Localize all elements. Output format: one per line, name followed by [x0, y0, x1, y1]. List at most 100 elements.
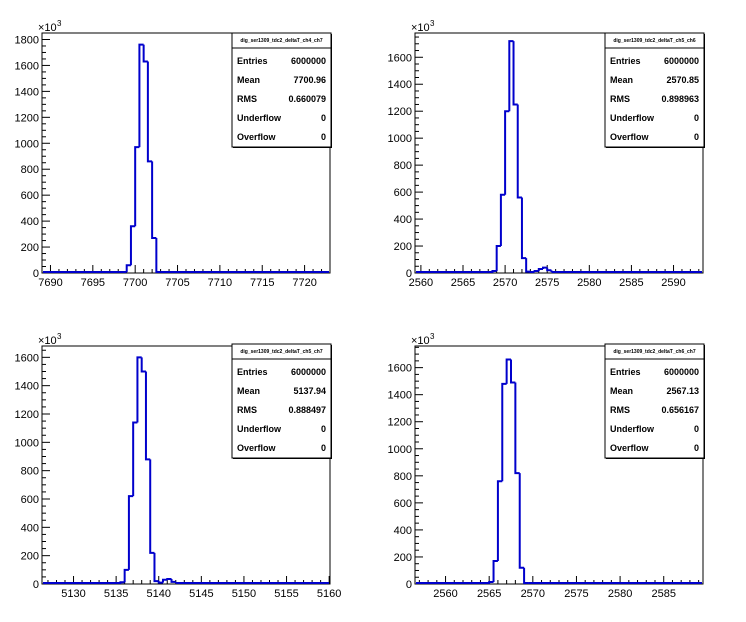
- stats-key: Entries: [237, 56, 268, 66]
- stats-value: 0: [694, 113, 699, 123]
- stats-value: 0: [694, 424, 699, 434]
- y-tick-label: 200: [394, 241, 412, 253]
- stats-title: dig_ser1309_tdc2_deltaT_ch6_ch7: [613, 349, 695, 355]
- x-tick-label: 7715: [250, 277, 274, 289]
- x-tick-label: 2570: [521, 588, 545, 600]
- stats-title: dig_ser1309_tdc2_deltaT_ch4_ch7: [240, 38, 322, 44]
- x-tick-label: 5155: [274, 588, 298, 600]
- stats-key: Underflow: [610, 424, 655, 434]
- stats-value: 0.898963: [661, 94, 699, 104]
- y-tick-label: 400: [394, 214, 412, 226]
- x-tick-label: 7710: [208, 277, 232, 289]
- stats-key: Mean: [237, 386, 260, 396]
- histogram-bin: [537, 267, 543, 271]
- stats-box-frame: [231, 32, 332, 148]
- histogram-bin: [499, 193, 506, 247]
- y-tick-label: 0: [33, 579, 39, 591]
- y-tick-label: 0: [406, 268, 412, 280]
- stats-key: Mean: [237, 75, 260, 85]
- y-tick-label: 400: [394, 525, 412, 537]
- histogram-bin: [546, 267, 552, 272]
- x-tick-label: 2585: [651, 588, 675, 600]
- histogram-bin: [151, 161, 157, 239]
- stats-value: 0: [321, 443, 326, 453]
- stats-value: 0: [321, 424, 326, 434]
- y-tick-label: 1400: [388, 390, 412, 402]
- histogram-bin: [501, 382, 507, 482]
- histogram-bin: [127, 495, 134, 570]
- x-tick-label: 2565: [451, 277, 475, 289]
- histogram-bin: [129, 225, 136, 266]
- y-tick-label: 1800: [15, 34, 39, 46]
- y-tick-label: 200: [21, 551, 39, 563]
- x-tick-label: 2575: [535, 277, 559, 289]
- x-tick-label: 2560: [409, 277, 433, 289]
- y-multiplier-exponent: 3: [57, 332, 62, 341]
- y-tick-label: 1200: [15, 409, 39, 421]
- pad-ch5-ch6: 0 200 400 600 800 1000 1200 1400 1600 2560 2565 257…: [388, 19, 705, 289]
- stats-key: RMS: [237, 405, 257, 415]
- histogram-bin: [518, 473, 525, 569]
- histogram-bin: [161, 578, 168, 583]
- histogram-bin: [533, 269, 539, 272]
- stats-box-frame: [231, 343, 332, 459]
- histogram-bin: [153, 552, 159, 583]
- stats-key: RMS: [237, 94, 257, 104]
- y-tick-label: 1400: [388, 79, 412, 91]
- y-multiplier-label: ×10: [38, 335, 57, 347]
- x-tick-label: 7695: [81, 277, 105, 289]
- x-tick-label: 2575: [564, 588, 588, 600]
- histogram-bin: [140, 357, 146, 373]
- x-tick-label: 2585: [619, 277, 643, 289]
- x-tick-label: 7720: [292, 277, 316, 289]
- histogram-bin: [508, 40, 514, 112]
- y-tick-label: 1600: [388, 363, 412, 375]
- histogram-bin: [504, 110, 510, 195]
- y-tick-label: 800: [394, 160, 412, 172]
- histogram-bin: [525, 258, 531, 273]
- histogram-bin: [505, 358, 511, 384]
- stats-value: 2567.13: [666, 386, 699, 396]
- stats-key: Entries: [610, 367, 641, 377]
- stats-key: Overflow: [237, 132, 277, 142]
- stats-key: RMS: [610, 405, 630, 415]
- stats-key: Overflow: [610, 132, 650, 142]
- histogram-bin: [144, 371, 151, 461]
- histogram-bin: [170, 579, 176, 583]
- y-tick-label: 200: [394, 552, 412, 564]
- y-tick-label: 0: [406, 579, 412, 591]
- stats-key: Mean: [610, 386, 633, 396]
- stats-value: 7700.96: [293, 75, 326, 85]
- stats-title: dig_ser1309_tdc2_deltaT_ch5_ch7: [240, 349, 322, 355]
- y-tick-label: 600: [21, 494, 39, 506]
- histogram-bin: [142, 44, 148, 63]
- histogram-bin: [121, 271, 127, 273]
- stats-box-frame: [604, 343, 705, 459]
- x-tick-label: 2570: [493, 277, 517, 289]
- y-tick-label: 400: [21, 216, 39, 228]
- pad-ch5-ch7: 0 200 400 600 800 1000 1200 1400 1600 5130 5135 514…: [15, 332, 342, 600]
- stats-value: 0: [694, 132, 699, 142]
- x-tick-label: 5150: [232, 588, 256, 600]
- y-tick-label: 400: [21, 522, 39, 534]
- stats-value: 0: [321, 113, 326, 123]
- stats-box: dig_ser1309_tdc2_deltaT_ch4_ch7 Entries 60…: [231, 32, 332, 148]
- histogram-bin: [146, 61, 153, 163]
- x-tick-label: 7705: [165, 277, 189, 289]
- stats-value: 6000000: [664, 56, 699, 66]
- stats-key: Entries: [610, 56, 641, 66]
- stats-box-frame: [604, 32, 705, 148]
- pad-ch6-ch7: 0 200 400 600 800 1000 1200 1400 1600 2560 2565 257…: [388, 332, 705, 600]
- y-tick-label: 600: [21, 190, 39, 202]
- histogram-bin: [123, 568, 129, 583]
- y-tick-label: 800: [394, 471, 412, 483]
- y-multiplier-label: ×10: [411, 22, 430, 34]
- y-multiplier-exponent: 3: [430, 19, 435, 28]
- x-tick-label: 2580: [577, 277, 601, 289]
- y-tick-label: 1000: [388, 444, 412, 456]
- stats-value: 0.656167: [661, 405, 699, 415]
- histogram-bin: [520, 197, 527, 260]
- y-tick-label: 800: [21, 466, 39, 478]
- stats-key: Underflow: [610, 113, 655, 123]
